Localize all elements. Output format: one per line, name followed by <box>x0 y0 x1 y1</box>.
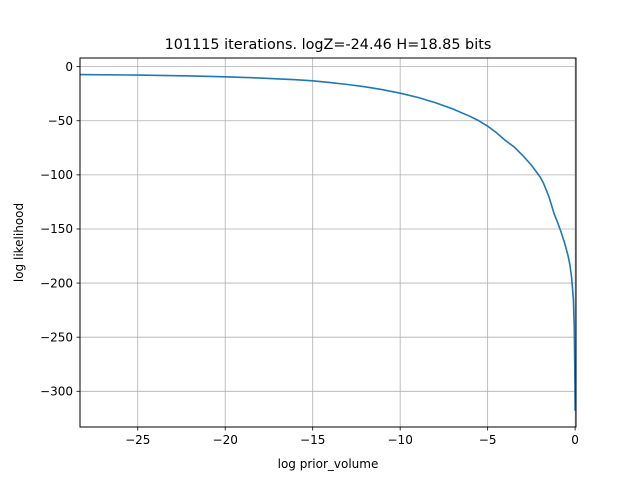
x-tick-label: −25 <box>125 433 150 447</box>
y-tick-label: −50 <box>48 114 73 128</box>
x-tick-label: −10 <box>388 433 413 447</box>
y-tick-label: −300 <box>40 384 73 398</box>
y-tick-label: −200 <box>40 276 73 290</box>
y-tick-label: −100 <box>40 168 73 182</box>
y-axis: 0 −50 −100 −150 −200 −250 −300 <box>40 60 80 398</box>
x-axis-label: log prior_volume <box>278 457 379 471</box>
y-tick-label: −250 <box>40 330 73 344</box>
x-tick-label: 0 <box>571 433 579 447</box>
x-tick-label: −5 <box>479 433 497 447</box>
x-tick-label: −20 <box>213 433 238 447</box>
chart-title: 101115 iterations. logZ=-24.46 H=18.85 b… <box>165 37 492 53</box>
plot-frame <box>79 57 577 428</box>
y-axis-label: log likelihood <box>12 203 26 282</box>
series-layer <box>79 73 576 411</box>
y-tick-label: −150 <box>40 222 73 236</box>
y-tick-label: 0 <box>65 60 73 74</box>
x-axis: −25 −20 −15 −10 −5 0 <box>125 427 579 447</box>
grid <box>80 58 576 427</box>
x-tick-label: −15 <box>300 433 325 447</box>
series-line <box>79 73 576 411</box>
